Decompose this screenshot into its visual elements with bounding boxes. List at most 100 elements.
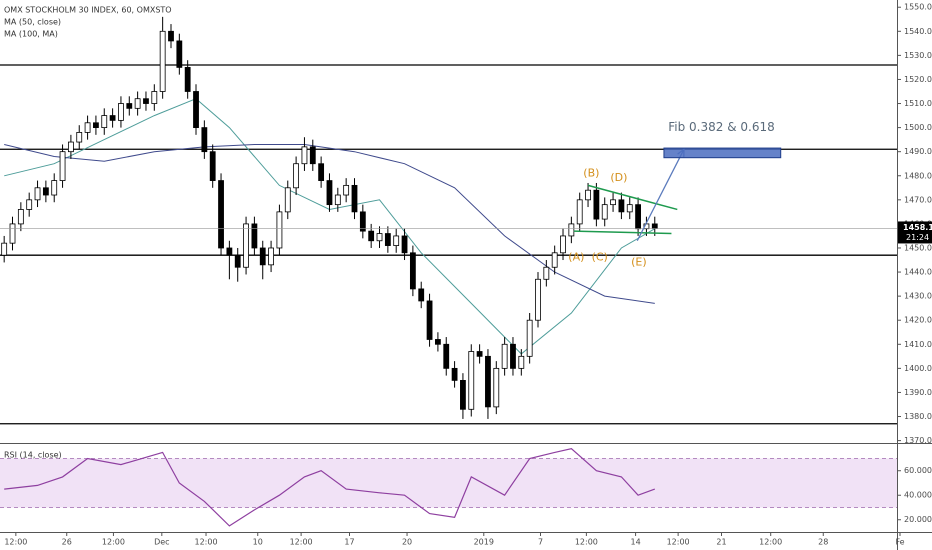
candle-body <box>651 223 658 229</box>
candle-body <box>76 132 83 143</box>
candle-body <box>1 242 8 256</box>
candle-body <box>101 115 108 129</box>
candle-body <box>126 103 133 109</box>
candle-body <box>251 223 258 249</box>
y-tick-label: 20.0000 <box>904 515 932 524</box>
target-box <box>663 147 782 159</box>
candle-body <box>259 247 266 266</box>
x-tick-label: 12:00 <box>290 538 313 547</box>
x-tick-label: 7 <box>538 538 543 547</box>
x-tick-label: 12:00 <box>575 538 598 547</box>
x-tick-label: 14 <box>630 538 640 547</box>
candle-body <box>435 339 441 345</box>
arrow <box>636 148 685 242</box>
candle-body <box>51 180 58 196</box>
trendline <box>573 230 672 235</box>
y-tick-label: 1440.00 <box>904 268 932 277</box>
x-tick-label: 26 <box>62 538 72 547</box>
candle-body <box>109 115 116 121</box>
candle-body <box>526 319 533 357</box>
y-tick-label: 1510.00 <box>904 99 932 108</box>
y-tick-label: 1540.00 <box>904 27 932 36</box>
candle-body <box>301 146 308 165</box>
candle-body <box>560 235 566 254</box>
candle-body <box>543 266 550 280</box>
candle-body <box>276 211 283 249</box>
y-tick-label: 1390.00 <box>904 388 932 397</box>
candle-body <box>268 247 274 266</box>
candle-body <box>384 233 391 246</box>
candle-body <box>468 351 475 410</box>
candle-body <box>476 351 483 357</box>
y-tick-label: 1500.00 <box>904 123 932 132</box>
x-tick-label: 20 <box>402 538 412 547</box>
legend-entry: MA (50, close) <box>4 18 61 27</box>
candle-body <box>393 235 400 246</box>
annotation: (D) <box>610 171 627 184</box>
candle-body <box>535 278 541 321</box>
candle-body <box>193 91 199 129</box>
candle-body <box>368 230 375 242</box>
annotation: (A) <box>568 251 584 264</box>
candle-body <box>67 141 74 153</box>
candle-body <box>26 199 33 210</box>
candle-body <box>151 91 158 104</box>
candle-body <box>510 343 516 369</box>
countdown: 21:24 <box>906 233 929 242</box>
candle-body <box>593 189 600 220</box>
candle-body <box>376 233 383 242</box>
candle-body <box>159 30 166 92</box>
candle-body <box>401 235 408 254</box>
y-tick-label: 1430.00 <box>904 292 932 301</box>
candle-body <box>485 355 491 408</box>
annotation: Fib 0.382 & 0.618 <box>668 120 775 134</box>
candle-body <box>460 380 466 410</box>
x-tick-label: Fe <box>895 538 904 547</box>
rsi-title: RSI (14, close) <box>4 451 62 460</box>
candle-body <box>501 343 508 369</box>
candle-body <box>601 204 608 220</box>
axes: 1370.001380.001390.001400.001410.001420.… <box>4 3 932 547</box>
candle-body <box>284 187 291 213</box>
last-price-label: 1458.11 <box>903 223 932 232</box>
annotation: (E) <box>631 255 647 268</box>
candle-body <box>518 355 525 369</box>
candle-body <box>9 223 16 244</box>
rsi-band <box>0 458 897 508</box>
candle-body <box>234 254 241 268</box>
trendline <box>587 184 678 211</box>
candle-body <box>418 288 425 302</box>
candle-body <box>618 199 625 213</box>
candle-body <box>143 98 149 104</box>
rsi-line <box>4 448 656 527</box>
rsi-pane <box>0 448 897 527</box>
candle-body <box>359 211 366 232</box>
candle-body <box>343 184 350 196</box>
legend-entry: MA (100, MA) <box>4 30 58 39</box>
candle-body <box>42 187 49 196</box>
y-tick-label: 1490.00 <box>904 147 932 156</box>
candle-body <box>226 247 233 256</box>
candle-body <box>326 180 333 206</box>
candle-body <box>585 189 591 201</box>
y-tick-label: 1480.00 <box>904 171 932 180</box>
x-tick-label: 12:00 <box>4 538 27 547</box>
x-tick-label: 12:00 <box>667 538 690 547</box>
candle-body <box>293 163 300 189</box>
x-tick-label: Dec <box>154 538 169 547</box>
candle-body <box>451 367 458 381</box>
candle-body <box>351 184 358 213</box>
candle-body <box>309 146 316 165</box>
candle-body <box>334 194 341 206</box>
chart-title: OMX STOCKHOLM 30 INDEX, 60, OMXSTO <box>4 6 172 15</box>
candle-body <box>168 30 174 42</box>
candle-body <box>93 122 99 129</box>
y-tick-label: 1450.00 <box>904 243 932 252</box>
candle-body <box>176 40 183 68</box>
candle-body <box>118 103 124 121</box>
candle-body <box>134 98 141 109</box>
annotation: (B) <box>583 166 599 179</box>
y-tick-label: 60.0000 <box>904 466 932 475</box>
candle-body <box>201 127 208 153</box>
